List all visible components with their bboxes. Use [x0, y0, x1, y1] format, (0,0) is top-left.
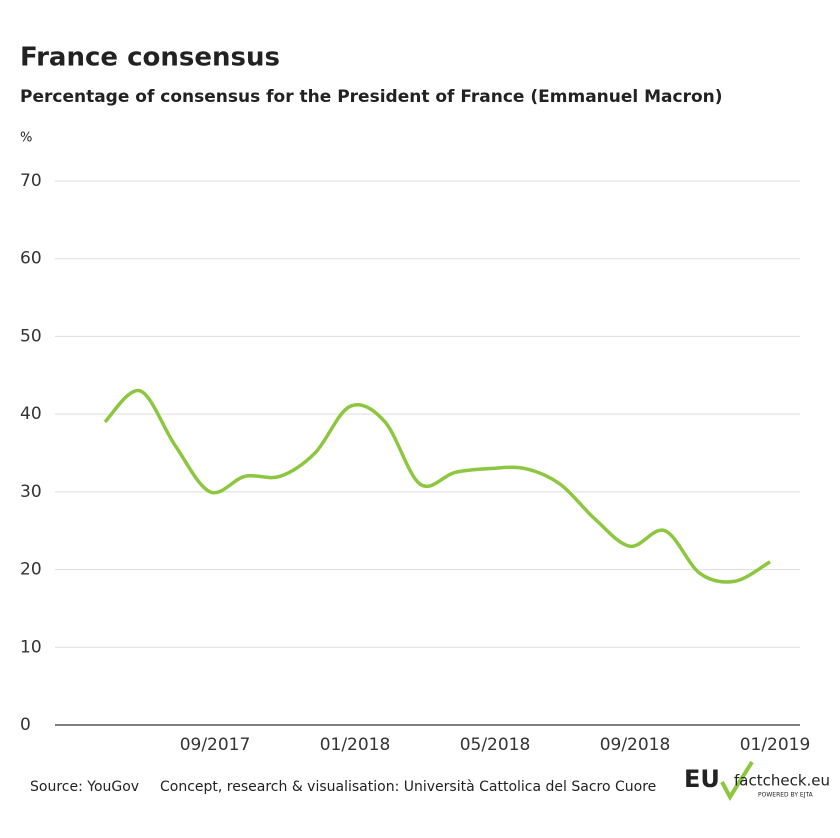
x-tick-label: 05/2018: [460, 735, 531, 755]
x-tick-label: 09/2018: [600, 735, 671, 755]
chart-title: France consensus: [20, 43, 280, 73]
logo-site: factcheck.eu: [734, 772, 830, 790]
y-tick-label: 10: [20, 637, 42, 657]
y-tick-label: 30: [20, 482, 42, 502]
x-tick-label: 09/2017: [180, 735, 251, 755]
y-tick-label: 70: [20, 171, 42, 191]
y-tick-label: 40: [20, 404, 42, 424]
y-tick-label: 50: [20, 326, 42, 346]
y-tick-label: 0: [20, 715, 31, 735]
logo-tagline: POWERED BY EJTA: [758, 792, 814, 799]
x-tick-label: 01/2018: [320, 735, 391, 755]
source: Source: YouGov: [30, 779, 139, 795]
y-unit: %: [20, 131, 32, 146]
data-line: [103, 389, 771, 584]
plot-area: 0 10 20 30 40 50 60 70 09/2017 01/2018 05/2018 09/2…: [20, 171, 810, 755]
logo-check: [720, 760, 754, 801]
y-tick-label: 60: [20, 249, 42, 269]
x-tick-label: 01/2019: [740, 735, 811, 755]
y-tick-label: 20: [20, 560, 42, 580]
logo-brand: EU: [684, 765, 720, 793]
credit: Concept, research & visualisation: Unive…: [160, 779, 656, 795]
chart-subtitle: Percentage of consensus for the Presiden…: [20, 87, 723, 107]
